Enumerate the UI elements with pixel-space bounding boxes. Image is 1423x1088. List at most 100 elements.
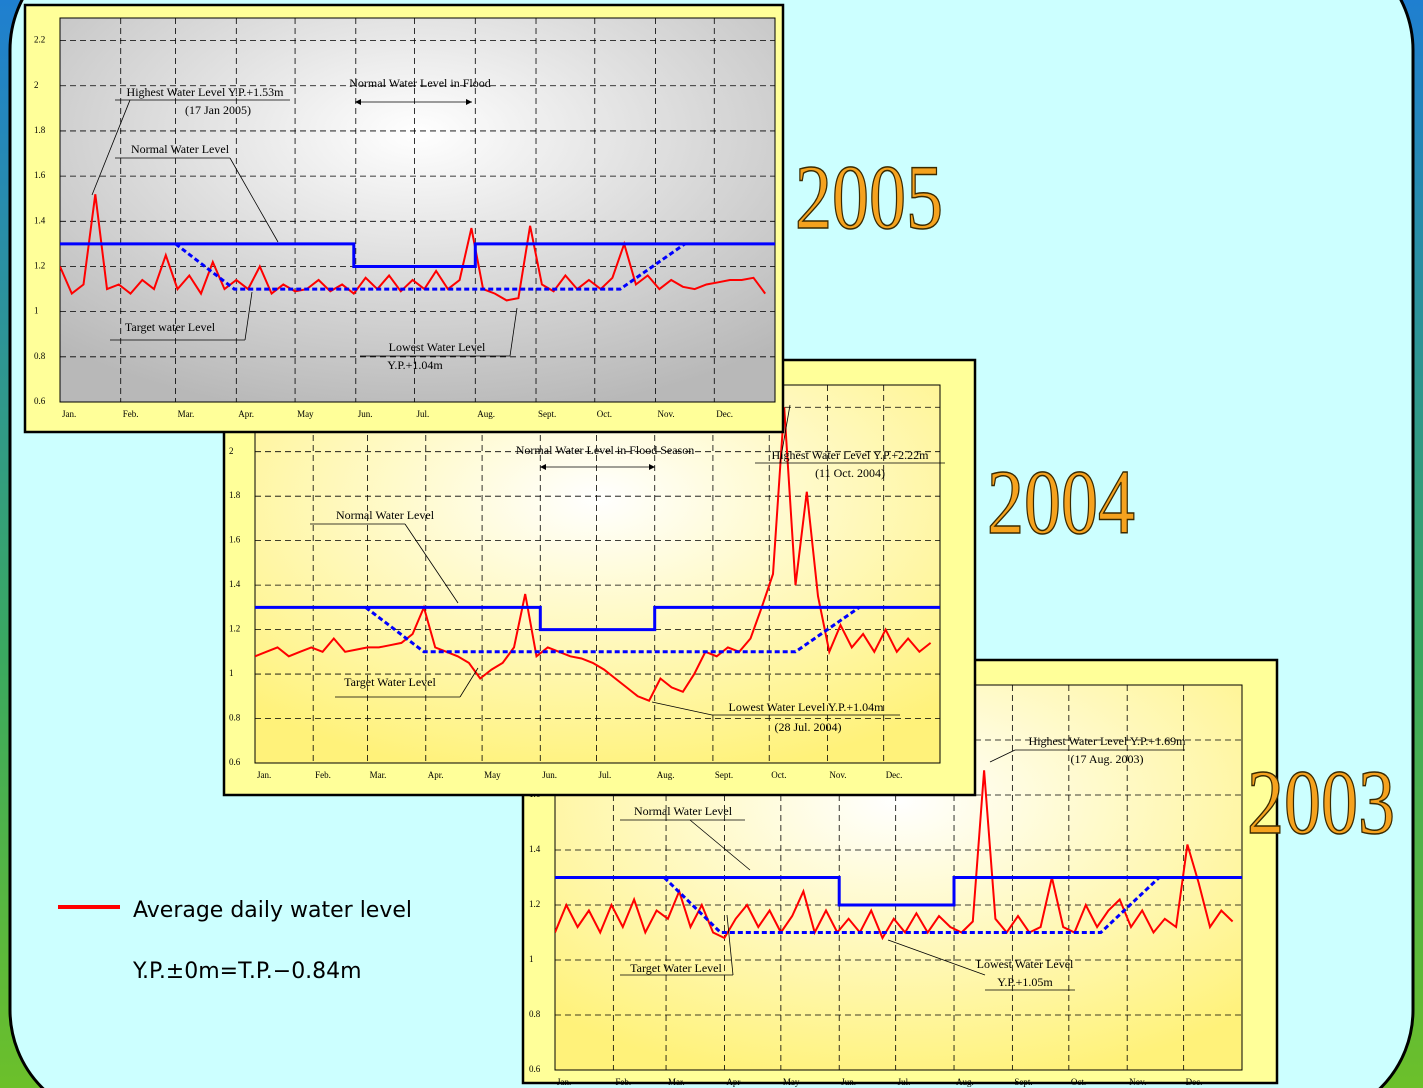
x-tick-label: Sept. xyxy=(538,409,556,419)
target-level-line xyxy=(364,606,861,654)
annotation: Normal Water Level xyxy=(336,508,435,522)
target-level-line xyxy=(663,876,1161,934)
x-tick-label: Jan. xyxy=(257,770,271,780)
x-tick-label: Mar. xyxy=(178,409,195,419)
annotation: Lowest Water Level Y.P.+1.04m xyxy=(729,700,885,714)
x-tick-label: Aug. xyxy=(477,409,495,419)
annotation: (11 Oct. 2004) xyxy=(815,466,885,480)
y-tick-label: 0.8 xyxy=(34,351,46,361)
x-tick-label: Jan. xyxy=(557,1077,571,1087)
y-tick-label: 1 xyxy=(529,954,534,964)
x-tick-label: Feb. xyxy=(615,1077,631,1087)
y-tick-label: 0.8 xyxy=(229,713,241,723)
leader-line xyxy=(244,291,253,341)
y-tick-label: 1.2 xyxy=(34,261,45,271)
y-tick-label: 1.2 xyxy=(229,624,240,634)
x-tick-label: Nov. xyxy=(658,409,675,419)
x-tick-label: Mar. xyxy=(370,770,387,780)
x-tick-label: Oct. xyxy=(597,409,612,419)
year-label: 2005 xyxy=(795,146,943,248)
year-label: 2004 xyxy=(987,451,1135,553)
x-tick-label: Dec. xyxy=(716,409,733,419)
x-tick-label: Jun. xyxy=(358,409,373,419)
water-level-line xyxy=(555,770,1234,941)
annotation: Lowest Water Level xyxy=(977,957,1074,971)
leader-line xyxy=(509,307,518,357)
y-tick-label: 1.6 xyxy=(229,535,241,545)
leader-line xyxy=(651,701,713,716)
y-tick-label: 1.2 xyxy=(529,899,540,909)
y-tick-label: 1.6 xyxy=(34,170,46,180)
leader-line xyxy=(404,523,459,604)
x-tick-label: Apr. xyxy=(428,770,444,780)
x-tick-label: Oct. xyxy=(1071,1077,1086,1087)
x-tick-label: Nov. xyxy=(829,770,846,780)
annotation: Lowest Water Level xyxy=(389,340,486,354)
target-level-line xyxy=(174,242,686,291)
annotation: (17 Aug. 2003) xyxy=(1071,752,1144,766)
annotation: Normal Water Level xyxy=(634,804,733,818)
annotation: Highest Water Level Y.P.+1.69m xyxy=(1029,734,1187,748)
y-tick-label: 1.8 xyxy=(229,490,241,500)
leader-line xyxy=(779,404,791,464)
annotation: Target water Level xyxy=(125,320,216,334)
x-tick-label: Jan. xyxy=(62,409,76,419)
annotation: Highest Water Level Y.P.+2.22m xyxy=(772,448,930,462)
x-tick-label: Oct. xyxy=(771,770,786,780)
x-tick-label: Nov. xyxy=(1129,1077,1146,1087)
year-label: 2003 xyxy=(1247,751,1395,853)
leader-line xyxy=(989,749,1016,763)
note: Y.P.±0m=T.P.−0.84m xyxy=(132,959,362,984)
y-tick-label: 0.6 xyxy=(229,757,241,767)
water-level-line xyxy=(60,194,767,302)
leader-line xyxy=(229,157,279,243)
x-tick-label: May xyxy=(484,770,501,780)
plot-area xyxy=(254,384,941,764)
x-tick-label: Aug. xyxy=(956,1077,974,1087)
normal-level-line xyxy=(255,605,940,632)
annotation: Highest Water Level Y.P.+1.53m xyxy=(127,85,285,99)
leader-line xyxy=(689,819,751,871)
annotation: Target Water Level xyxy=(344,675,436,689)
y-tick-label: 0.8 xyxy=(529,1009,541,1019)
annotation: Normal Water Level xyxy=(131,142,230,156)
x-tick-label: Mar. xyxy=(668,1077,685,1087)
y-tick-label: 2 xyxy=(34,80,39,90)
normal-level-line xyxy=(60,242,775,268)
x-tick-label: Jul. xyxy=(599,770,612,780)
x-tick-label: Jul. xyxy=(417,409,430,419)
x-tick-label: Aug. xyxy=(657,770,675,780)
legend-label: Average daily water level xyxy=(133,898,412,923)
annotation: Normal Water Level in Flood xyxy=(349,76,490,90)
charts: 0.6 0.8 1 1.2 1.4 1.6 1.8 Jan. Feb. Mar. Apr May Jun… xyxy=(23,3,1396,1087)
x-tick-label: Apr. xyxy=(238,409,254,419)
x-tick-label: Apr xyxy=(726,1077,740,1087)
annotation: Normal Water Level in Flood Season xyxy=(516,443,694,457)
x-tick-label: Sept. xyxy=(1014,1077,1032,1087)
x-tick-label: Sept. xyxy=(715,770,733,780)
x-tick-label: Jul. xyxy=(898,1077,911,1087)
normal-level-line xyxy=(555,876,1242,907)
annotation: Y.P.+1.04m xyxy=(387,358,443,372)
y-tick-label: 1.4 xyxy=(529,844,541,854)
y-tick-label: 1 xyxy=(34,306,39,316)
leader-line xyxy=(91,99,131,196)
x-tick-label: May xyxy=(783,1077,800,1087)
y-tick-label: 0.6 xyxy=(529,1064,541,1074)
x-tick-label: Dec. xyxy=(1186,1077,1203,1087)
water-level-line xyxy=(255,407,932,702)
leader-line xyxy=(459,667,479,698)
x-tick-label: May xyxy=(297,409,314,419)
annotation: (28 Jul. 2004) xyxy=(775,720,842,734)
x-tick-label: Dec. xyxy=(886,770,903,780)
x-tick-label: Feb. xyxy=(315,770,331,780)
annotation: Target Water Level xyxy=(630,961,722,975)
leader-line xyxy=(887,939,986,976)
annotation: (17 Jan 2005) xyxy=(185,103,251,117)
y-tick-label: 2.2 xyxy=(34,35,45,45)
y-tick-label: 1.8 xyxy=(34,125,46,135)
y-tick-label: 1 xyxy=(229,668,234,678)
x-tick-label: Jun. xyxy=(841,1077,856,1087)
x-tick-label: Feb. xyxy=(123,409,139,419)
